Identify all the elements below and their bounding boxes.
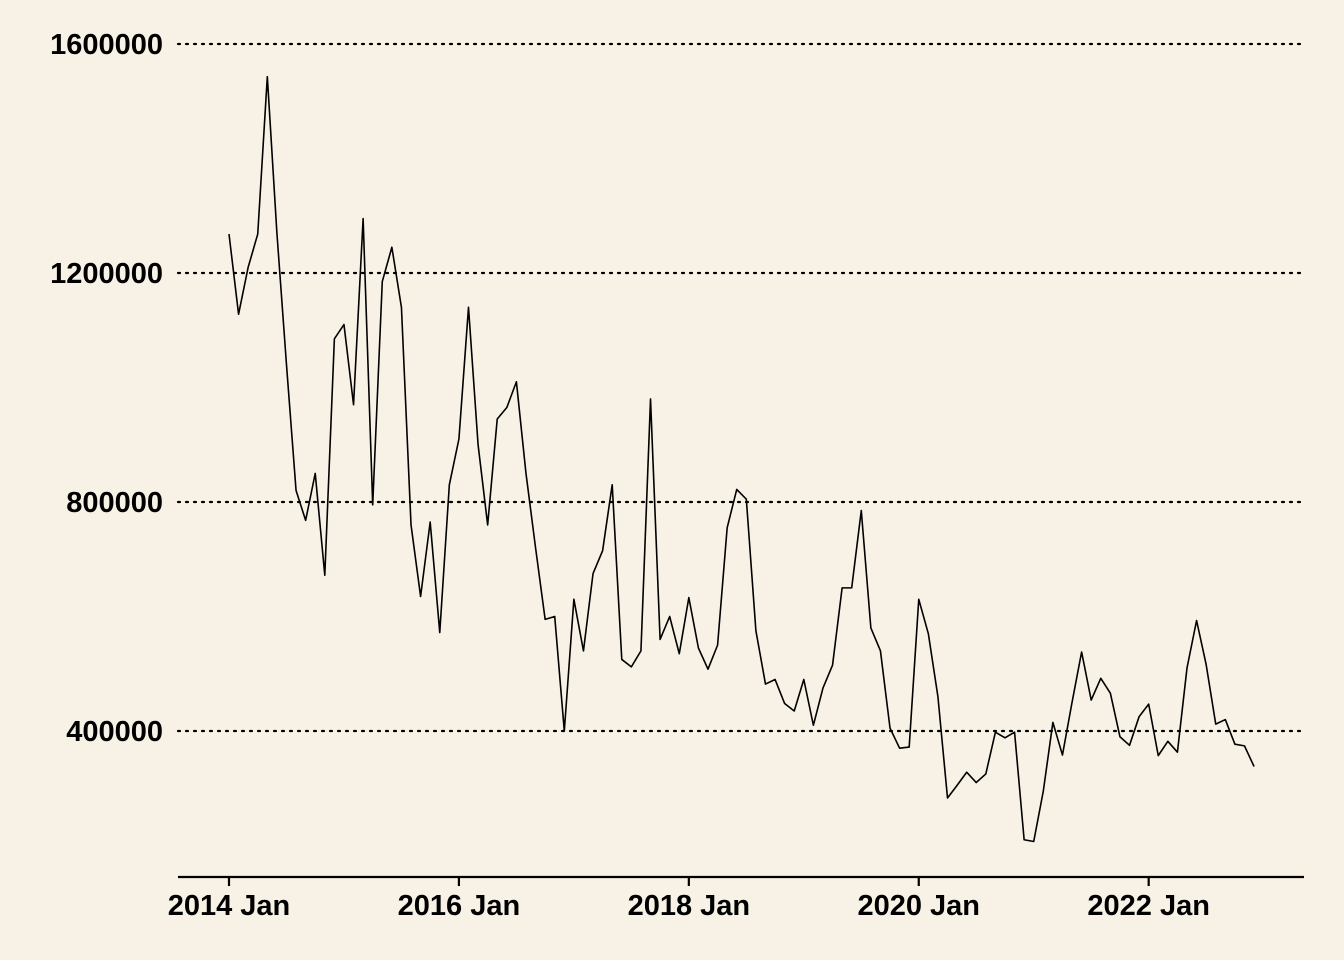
y-tick-label: 1600000 bbox=[50, 29, 163, 61]
x-tick-label: 2018 Jan bbox=[628, 890, 751, 922]
x-tick-label: 2014 Jan bbox=[168, 890, 291, 922]
x-axis-ticks: 2014 Jan 2016 Jan 2018 Jan 2020 Jan 2022 Jan bbox=[168, 877, 1210, 922]
y-tick-label: 400000 bbox=[66, 716, 163, 748]
grid-lines bbox=[176, 42, 1306, 733]
x-tick-label: 2016 Jan bbox=[398, 890, 521, 922]
x-tick-label: 2022 Jan bbox=[1087, 890, 1210, 922]
y-tick-label: 800000 bbox=[66, 487, 163, 519]
series-line bbox=[228, 75, 1255, 843]
x-tick-label: 2020 Jan bbox=[857, 890, 980, 922]
y-tick-label: 1200000 bbox=[50, 258, 163, 290]
y-axis-tick-labels: 400000 800000 1200000 1600000 bbox=[50, 29, 163, 748]
